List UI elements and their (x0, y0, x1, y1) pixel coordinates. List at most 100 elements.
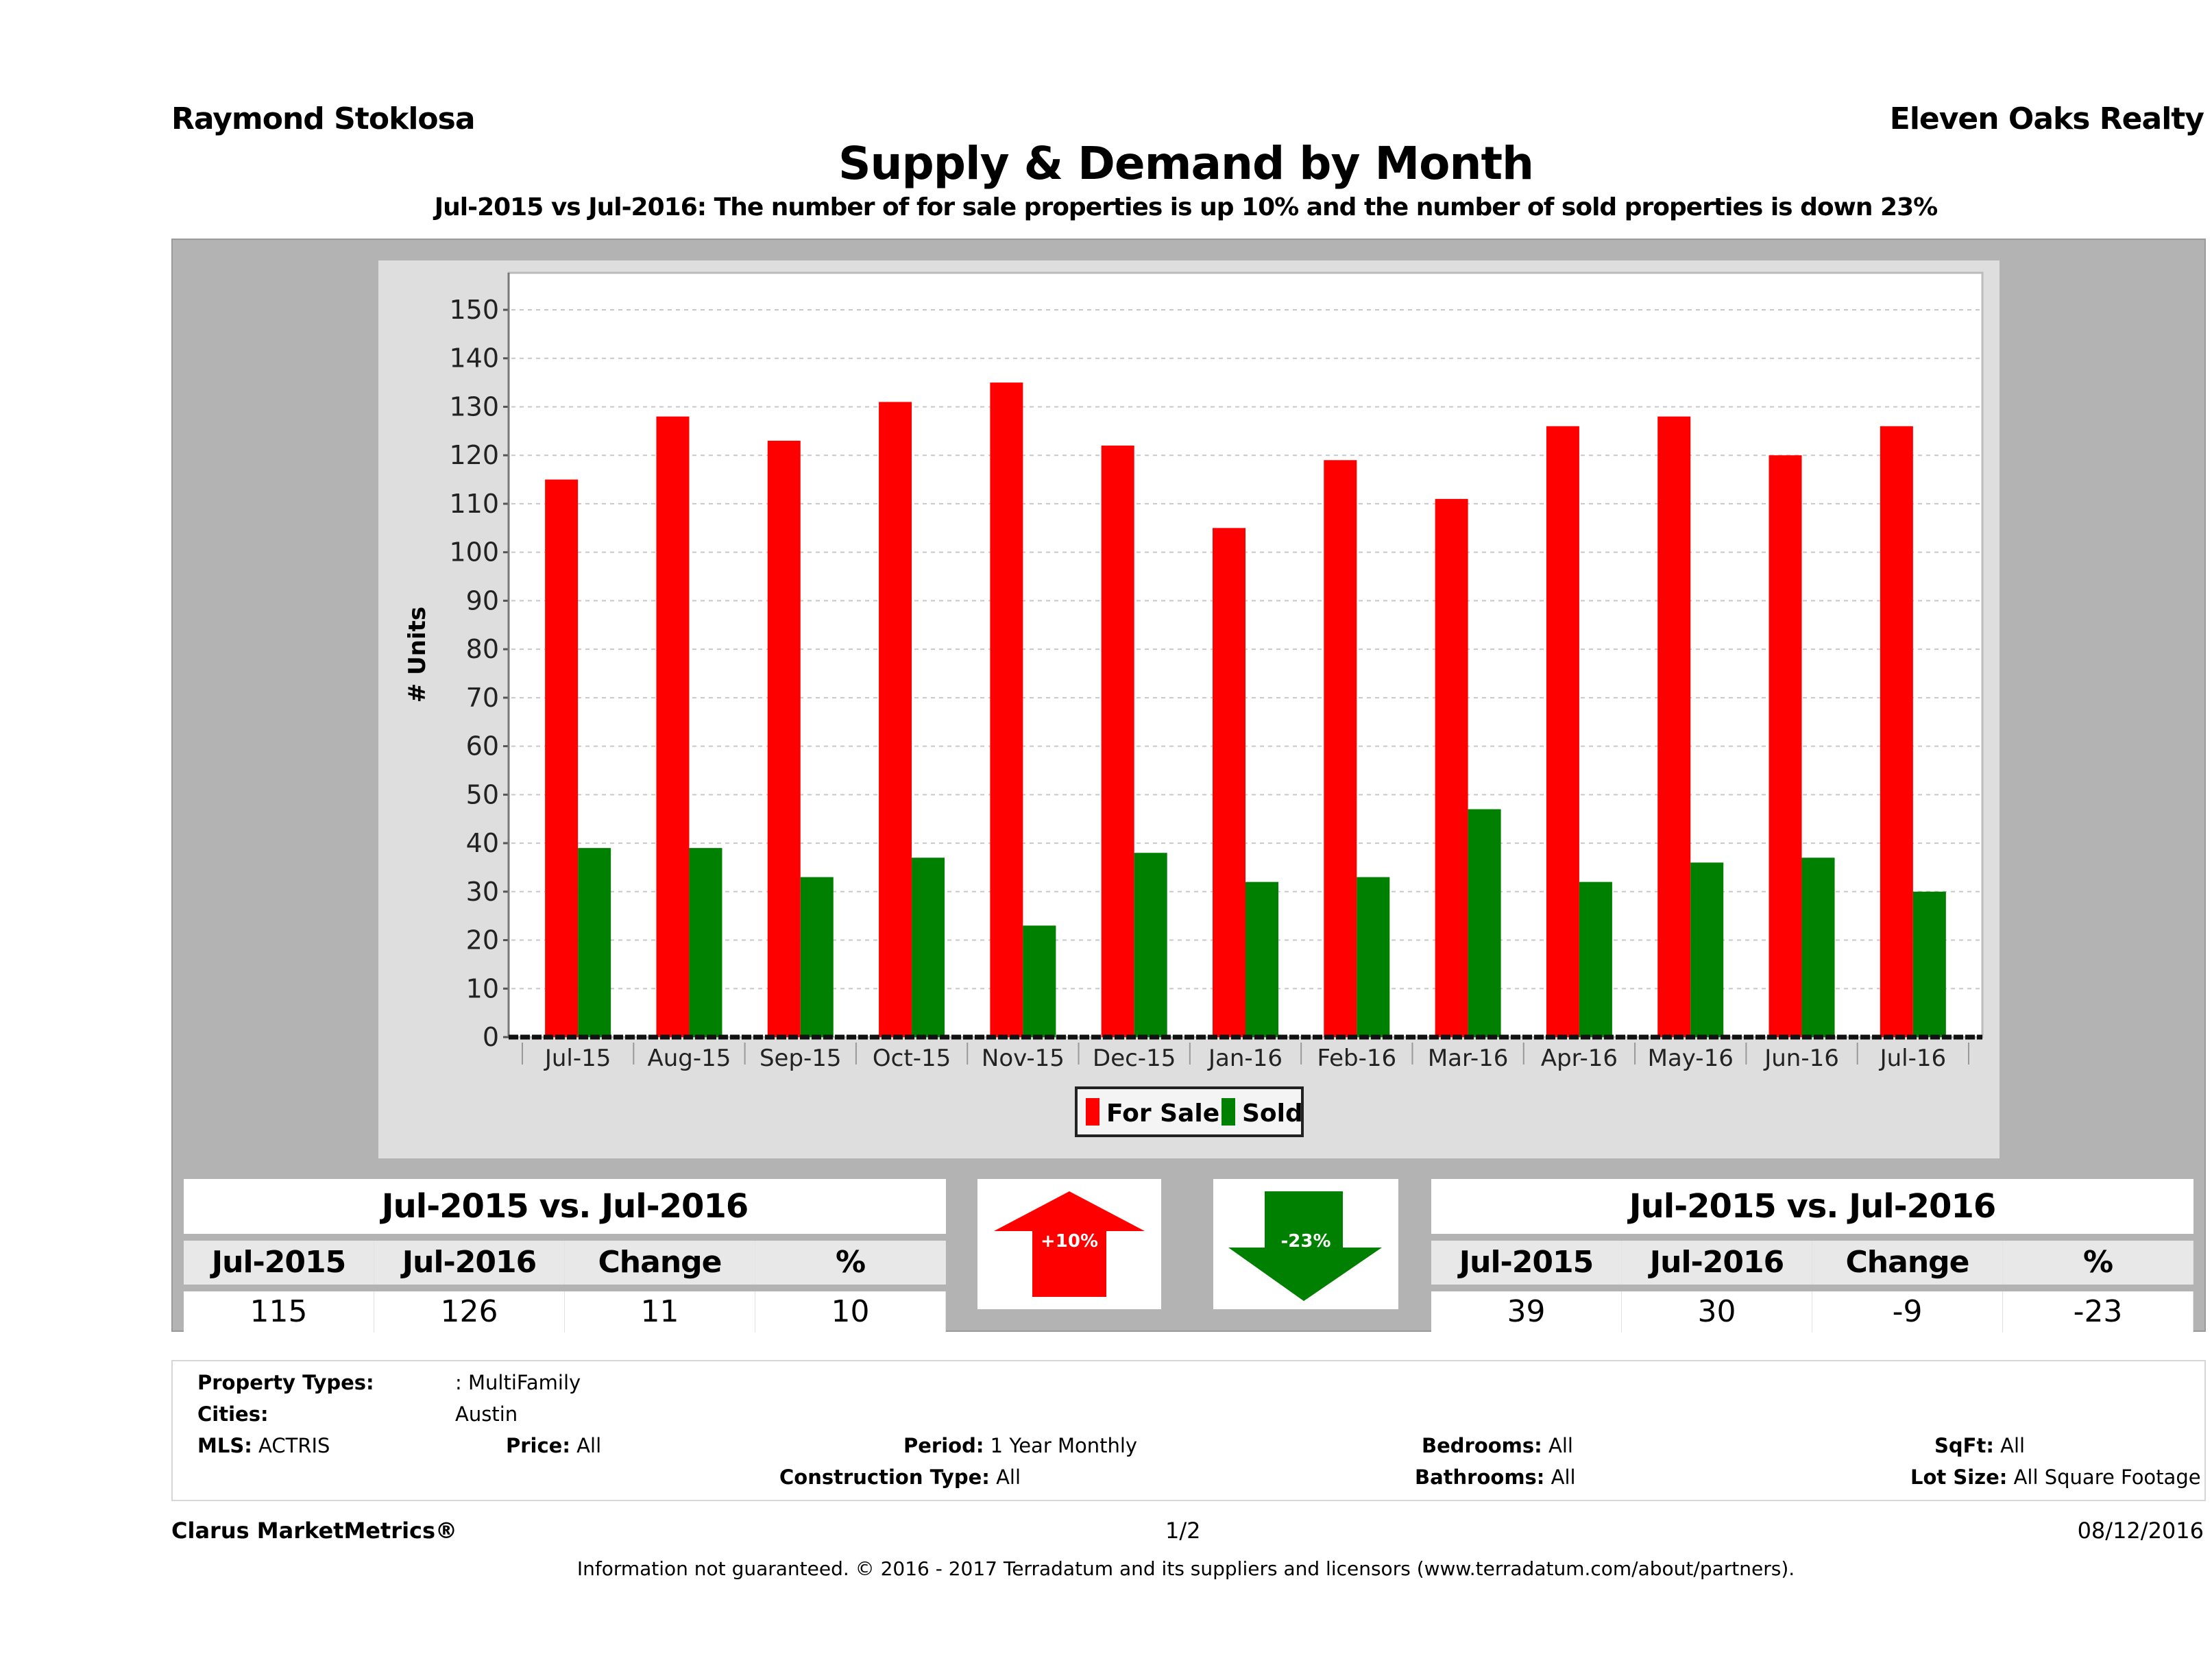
criteria-value: All Square Footage (2013, 1466, 2201, 1489)
sold-stats-row: 39 30 -9 -23 (1431, 1291, 2193, 1333)
criteria-property-types-value: : MultiFamily (455, 1371, 581, 1394)
report-date: 08/12/2016 (2077, 1518, 2204, 1544)
criteria-bathrooms: Bathrooms: All (1415, 1466, 1576, 1489)
arrow-down-icon (1228, 1191, 1382, 1301)
y-tick-label: 10 (466, 973, 499, 1004)
y-tick-label: 60 (466, 731, 499, 762)
y-tick-label: 70 (466, 683, 499, 713)
y-tick-label: 100 (449, 537, 499, 568)
for-sale-change-label: +10% (1040, 1231, 1099, 1252)
criteria-bedrooms: Bedrooms: All (1422, 1434, 1573, 1457)
column-header: Jul-2016 (1622, 1241, 1812, 1285)
criteria-lot-size: Lot Size: All Square Footage (1910, 1466, 2201, 1489)
bar-sold (1579, 881, 1612, 1037)
y-tick-label: 140 (449, 343, 499, 374)
x-tick-label: Dec-15 (1093, 1045, 1176, 1072)
table-cell: 39 (1431, 1291, 1622, 1333)
bar-sold (1801, 858, 1835, 1037)
table-cell: 115 (184, 1291, 374, 1333)
criteria-period: Period: 1 Year Monthly (903, 1434, 1137, 1457)
criteria-label: MLS: (197, 1434, 252, 1457)
bar-for-sale (990, 382, 1023, 1037)
column-header: Jul-2015 (184, 1241, 374, 1285)
search-criteria: Property Types: : MultiFamily Cities: Au… (171, 1360, 2206, 1501)
bar-sold (1912, 891, 1946, 1037)
arrow-up-icon (994, 1191, 1145, 1297)
column-header: Change (1812, 1241, 2003, 1285)
x-tick-label: Jul-16 (1879, 1045, 1947, 1072)
criteria-sqft: SqFt: All (1934, 1434, 2025, 1457)
criteria-price: Price: All (506, 1434, 601, 1457)
table-cell: 10 (755, 1291, 946, 1333)
brokerage-name: Eleven Oaks Realty (1889, 101, 2204, 136)
bar-for-sale (1657, 416, 1691, 1037)
y-tick-label: 120 (449, 440, 499, 470)
column-header: % (755, 1241, 946, 1285)
y-tick-label: 50 (466, 779, 499, 810)
criteria-construction-type: Construction Type: All (779, 1466, 1021, 1489)
criteria-value: All (1548, 1434, 1573, 1457)
x-tick-label: Mar-16 (1428, 1045, 1509, 1072)
bar-sold (1468, 809, 1501, 1037)
criteria-label: Period: (903, 1434, 984, 1457)
bar-for-sale (1769, 455, 1802, 1037)
for-sale-stats-row: 115 126 11 10 (184, 1291, 946, 1333)
table-cell: 30 (1622, 1291, 1812, 1333)
x-tick-label: Aug-15 (648, 1045, 731, 1072)
legend-swatch-for-sale (1086, 1098, 1099, 1126)
criteria-label: SqFt: (1934, 1434, 1994, 1457)
agent-name: Raymond Stoklosa (171, 101, 476, 136)
column-header: % (2003, 1241, 2193, 1285)
bar-for-sale (879, 402, 912, 1037)
bar-for-sale (1213, 528, 1245, 1037)
x-tick-label: Feb-16 (1317, 1045, 1396, 1072)
x-tick-label: May-16 (1648, 1045, 1734, 1072)
disclaimer: Information not guaranteed. © 2016 - 201… (576, 1557, 1795, 1580)
criteria-property-types: Property Types: (197, 1371, 374, 1394)
bar-sold (578, 848, 611, 1037)
criteria-cities: Cities: (197, 1402, 269, 1426)
x-tick-label: Sep-15 (759, 1045, 842, 1072)
criteria-mls: MLS: ACTRIS (197, 1434, 330, 1457)
column-header: Change (565, 1241, 755, 1285)
criteria-value: All (996, 1466, 1021, 1489)
page-number: 1/2 (1165, 1518, 1201, 1544)
y-tick-label: 150 (449, 295, 499, 325)
bar-for-sale (656, 416, 690, 1037)
sold-change-label: -23% (1280, 1231, 1331, 1252)
y-tick-label: 90 (466, 585, 499, 616)
for-sale-stats-table: Jul-2015 vs. Jul-2016 Jul-2015 Jul-2016 … (184, 1179, 946, 1333)
for-sale-stats-header: Jul-2015 Jul-2016 Change % (184, 1241, 946, 1285)
bar-sold (1134, 853, 1167, 1037)
bar-for-sale (1324, 460, 1357, 1037)
criteria-value: 1 Year Monthly (990, 1434, 1138, 1457)
criteria-label: Lot Size: (1910, 1466, 2008, 1489)
criteria-label: Bathrooms: (1415, 1466, 1545, 1489)
y-tick-label: 0 (483, 1022, 499, 1052)
legend-swatch-sold (1222, 1098, 1235, 1126)
bar-sold (1690, 862, 1724, 1037)
sold-stats-table: Jul-2015 vs. Jul-2016 Jul-2015 Jul-2016 … (1431, 1179, 2193, 1333)
table-cell: -23 (2003, 1291, 2193, 1333)
y-tick-label: 130 (449, 391, 499, 422)
bar-for-sale (1101, 446, 1134, 1037)
criteria-label: Cities: (197, 1402, 269, 1426)
x-tick-label: Nov-15 (982, 1045, 1065, 1072)
bar-for-sale (545, 479, 579, 1037)
table-cell: 11 (565, 1291, 755, 1333)
criteria-cities-value: Austin (455, 1402, 518, 1426)
y-tick-label: 110 (449, 489, 499, 519)
bar-for-sale (1435, 498, 1468, 1037)
bar-sold (912, 858, 945, 1037)
criteria-value: All (1551, 1466, 1576, 1489)
bar-sold (800, 877, 834, 1037)
table-cell: 126 (374, 1291, 565, 1333)
criteria-label: Property Types: (197, 1371, 374, 1394)
y-tick-label: 40 (466, 828, 499, 858)
criteria-label: Bedrooms: (1422, 1434, 1542, 1457)
bar-sold (689, 848, 722, 1037)
y-axis-title: # Units (404, 607, 431, 703)
criteria-label: Construction Type: (779, 1466, 990, 1489)
page-title: Supply & Demand by Month (838, 137, 1534, 190)
bar-sold (1357, 877, 1390, 1037)
